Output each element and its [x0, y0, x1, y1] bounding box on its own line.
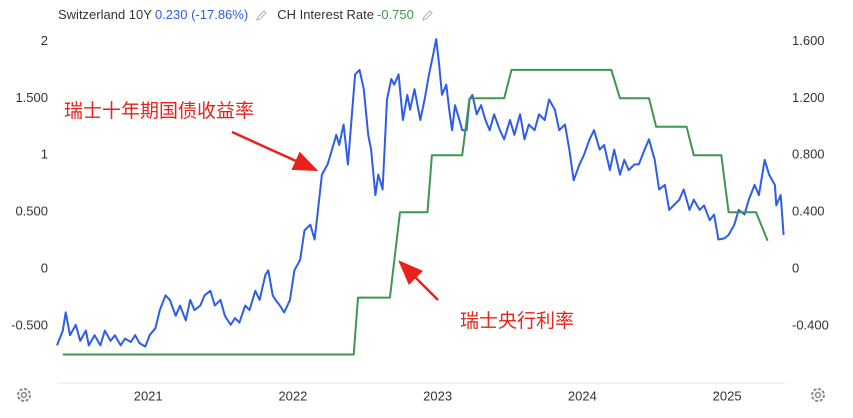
x-tick-label: 2023 [423, 388, 452, 403]
legend-value: 0.230 (-17.86%) [154, 7, 249, 22]
edit-icon[interactable] [421, 9, 433, 22]
y-tick-label: -0.400 [792, 318, 829, 333]
y-tick-label: 1.200 [792, 90, 825, 105]
legend-name: Switzerland 10Y [58, 7, 152, 22]
y-tick-label: 1 [41, 147, 48, 162]
y-tick-label: 1.500 [15, 90, 48, 105]
annotation: 瑞士央行利率 [460, 310, 574, 332]
series-line [62, 68, 769, 356]
y-tick-label: 0 [792, 261, 799, 276]
settings-icon[interactable] [17, 388, 31, 402]
x-tick-label: 2021 [134, 388, 163, 403]
legend-value: -0.750 [377, 7, 414, 22]
annotation-arrow [231, 130, 319, 172]
y-tick-label: 2 [41, 33, 48, 48]
x-tick-label: 2024 [568, 388, 597, 403]
series-line [56, 38, 785, 348]
y-tick-label: 0.500 [15, 204, 48, 219]
edit-icon[interactable] [255, 9, 268, 22]
y-tick-label: -0.500 [11, 318, 48, 333]
annotation: 瑞士十年期国债收益率 [64, 100, 254, 122]
legend-header: Switzerland 10Y 0.230 (-17.86%) CH Interes… [58, 7, 443, 22]
x-tick-label: 2022 [278, 388, 307, 403]
x-tick-label: 2025 [713, 388, 742, 403]
y-tick-label: 0.400 [792, 204, 825, 219]
y-tick-label: 0 [41, 261, 48, 276]
settings-icon[interactable] [811, 388, 825, 402]
y-tick-label: 0.800 [792, 147, 825, 162]
annotation-arrow [398, 260, 439, 301]
y-tick-label: 1.600 [792, 33, 825, 48]
legend-name: CH Interest Rate [277, 7, 375, 22]
